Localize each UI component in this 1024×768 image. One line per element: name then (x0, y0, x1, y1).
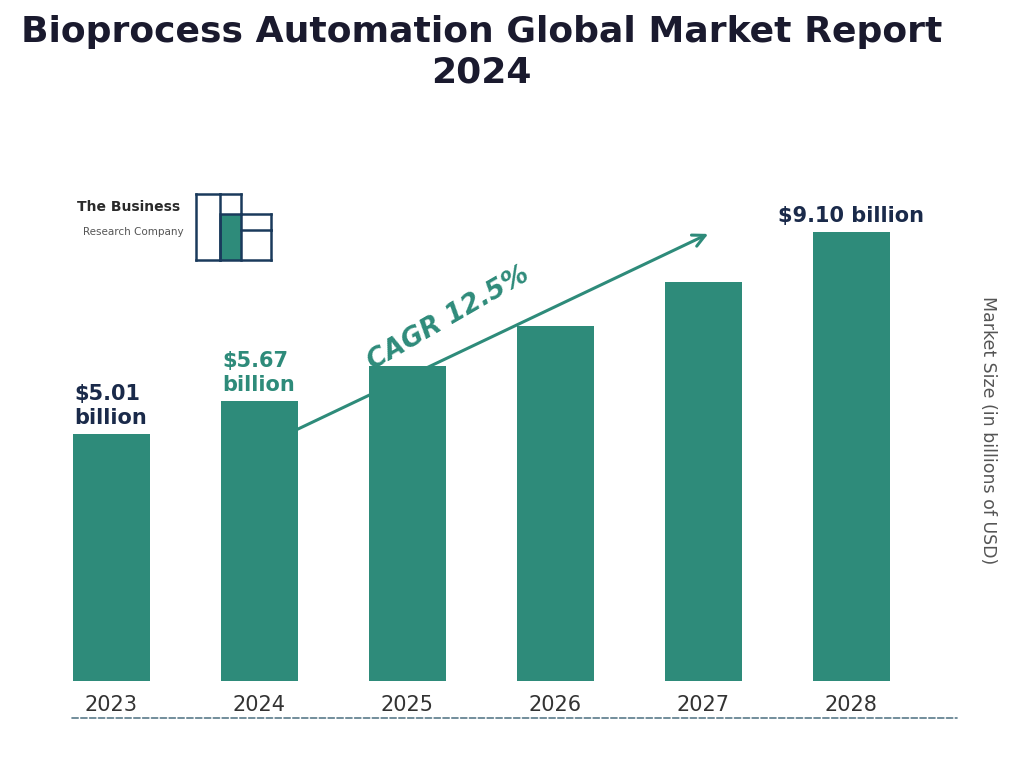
Title: Bioprocess Automation Global Market Report
2024: Bioprocess Automation Global Market Repo… (20, 15, 942, 90)
Bar (517, 326, 594, 680)
Bar (665, 282, 741, 680)
Bar (813, 232, 890, 680)
Text: CAGR 12.5%: CAGR 12.5% (364, 261, 535, 375)
Bar (220, 214, 241, 260)
Text: $5.01
billion: $5.01 billion (74, 383, 147, 428)
Text: Research Company: Research Company (83, 227, 183, 237)
Bar (221, 401, 298, 680)
Text: $5.67
billion: $5.67 billion (222, 351, 295, 395)
Bar (369, 366, 445, 680)
Text: Market Size (in billions of USD): Market Size (in billions of USD) (979, 296, 997, 564)
Text: $9.10 billion: $9.10 billion (778, 206, 925, 226)
Text: The Business: The Business (77, 200, 180, 214)
Bar (73, 433, 150, 680)
